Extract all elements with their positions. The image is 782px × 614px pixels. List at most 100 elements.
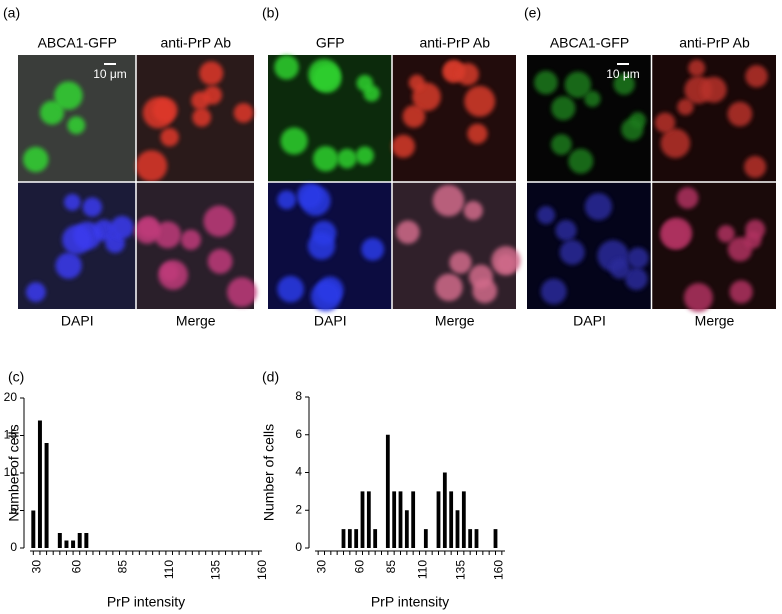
bar <box>385 434 390 548</box>
cell <box>654 112 676 133</box>
cell <box>180 229 202 250</box>
bar <box>57 533 62 548</box>
cell <box>613 73 635 95</box>
panel-letter: (d) <box>262 369 279 385</box>
panel-letter: (c) <box>8 369 24 385</box>
bar <box>442 472 447 548</box>
image-label: Merge <box>695 313 735 329</box>
cell <box>63 193 81 211</box>
bar <box>84 533 89 548</box>
bar <box>44 443 49 548</box>
cell <box>307 232 336 260</box>
cell <box>296 182 323 209</box>
image-label: ABCA1-GFP <box>550 35 629 51</box>
cell <box>280 127 308 155</box>
cell <box>456 63 479 86</box>
cell <box>540 278 567 305</box>
bar <box>474 529 479 548</box>
bar <box>31 510 36 548</box>
scale-bar-label: 10 μm <box>93 67 127 81</box>
panel-letter: (b) <box>262 5 279 21</box>
x-tick-label: 160 <box>255 560 269 580</box>
image-label: anti-PrP Ab <box>419 35 490 51</box>
cell <box>391 134 415 158</box>
cell <box>199 61 224 86</box>
cell <box>676 187 699 209</box>
image-label: Merge <box>176 313 216 329</box>
bar <box>64 540 69 548</box>
cell <box>160 127 179 147</box>
cell <box>277 275 304 303</box>
bar <box>493 529 498 548</box>
x-tick-label: 135 <box>454 560 468 580</box>
cell <box>584 193 613 221</box>
cell <box>568 148 594 174</box>
cell <box>67 116 86 135</box>
bar <box>411 491 416 548</box>
y-tick-label: 6 <box>295 427 302 441</box>
cell <box>464 85 496 117</box>
bar <box>77 533 82 548</box>
cell <box>277 190 297 210</box>
y-tick-label: 10 <box>4 465 18 479</box>
x-axis-label: PrP intensity <box>107 594 185 610</box>
y-tick-label: 5 <box>10 503 17 517</box>
cell <box>555 219 577 241</box>
x-tick-label: 160 <box>492 560 506 580</box>
bar <box>423 529 428 548</box>
bar <box>461 491 466 548</box>
cell <box>551 96 576 121</box>
bar <box>366 491 371 548</box>
cell <box>661 217 693 249</box>
cell <box>627 247 649 269</box>
cell <box>463 201 483 221</box>
x-tick-label: 85 <box>116 560 130 574</box>
x-tick-label: 110 <box>162 560 176 579</box>
cell <box>312 64 342 93</box>
bar <box>373 529 378 548</box>
cell <box>54 81 83 110</box>
cell <box>191 91 210 110</box>
cell <box>625 267 648 291</box>
cell <box>396 220 420 244</box>
panel-letter: (a) <box>3 5 20 21</box>
bar <box>347 529 352 548</box>
cell <box>402 105 426 128</box>
image-label: DAPI <box>573 313 606 329</box>
cell <box>310 281 341 312</box>
cell <box>192 107 212 127</box>
cell <box>355 146 374 165</box>
cell <box>158 260 188 290</box>
y-axis-label: Number of cells <box>6 424 22 521</box>
cell <box>551 134 572 155</box>
cell <box>717 225 735 243</box>
cell <box>203 205 235 237</box>
cell <box>55 252 82 279</box>
image-label: ABCA1-GFP <box>38 35 117 51</box>
bar <box>71 540 76 548</box>
cell <box>408 74 425 91</box>
bar <box>468 529 473 548</box>
bar <box>455 510 460 548</box>
cell <box>135 150 168 182</box>
image-label: Merge <box>435 313 475 329</box>
cell <box>559 239 585 265</box>
y-tick-label: 0 <box>295 540 302 554</box>
cell <box>274 54 299 80</box>
cell <box>744 155 767 178</box>
bar <box>436 491 441 548</box>
bar <box>37 420 42 548</box>
cell <box>660 128 691 159</box>
cell <box>727 101 753 127</box>
cell <box>468 264 493 289</box>
cell <box>337 148 357 169</box>
cell <box>609 258 631 279</box>
y-tick-label: 20 <box>4 390 18 404</box>
cell <box>233 103 254 123</box>
y-axis-label: Number of cells <box>261 424 277 521</box>
cell <box>688 59 706 77</box>
cell <box>82 197 103 217</box>
image-label: anti-PrP Ab <box>160 35 231 51</box>
cell <box>25 282 46 302</box>
